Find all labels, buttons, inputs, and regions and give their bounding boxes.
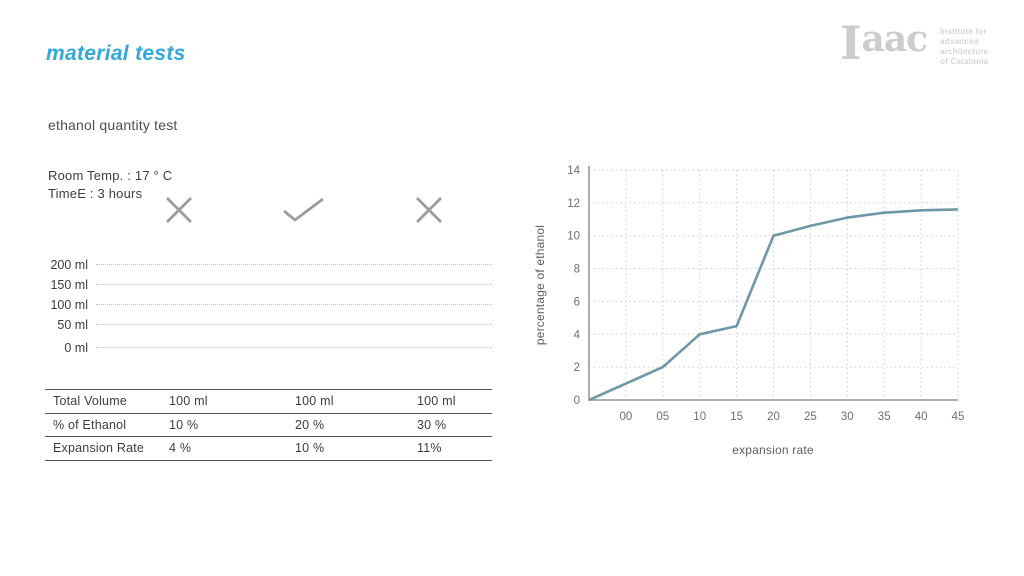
x-tick-label: 10 bbox=[693, 411, 706, 423]
row-label: % of Ethanol bbox=[53, 417, 127, 432]
x-axis-label: expansion rate bbox=[732, 443, 814, 457]
check-stroke bbox=[283, 197, 324, 222]
row-value: 30 % bbox=[417, 417, 447, 432]
scale-label: 0 ml bbox=[64, 341, 88, 355]
test-subtitle: ethanol quantity test bbox=[48, 117, 178, 133]
row-value: 100 ml bbox=[169, 394, 208, 408]
condition-time: TimeE : 3 hours bbox=[48, 186, 143, 201]
scale-leader-line bbox=[96, 264, 492, 265]
x-tick-label: 05 bbox=[656, 411, 669, 423]
logo-letter-i: I bbox=[840, 16, 862, 70]
chart-tick-labels: 0 2 4 6 8 10 12 14 00 05 10 15 20 25 30 35 40 45 bbox=[567, 165, 964, 423]
chart-data-line bbox=[588, 208, 959, 402]
x-tick-label: 25 bbox=[804, 411, 817, 423]
x-tick-label: 00 bbox=[620, 411, 633, 423]
y-tick-label: 14 bbox=[567, 165, 580, 177]
scale-leader-line bbox=[96, 304, 492, 305]
y-tick-label: 6 bbox=[574, 296, 580, 308]
fail-cross-icon bbox=[416, 197, 442, 223]
iaac-wordmark: I aac bbox=[840, 16, 929, 70]
row-value: 10 % bbox=[295, 441, 325, 455]
scale-label: 200 ml bbox=[50, 258, 88, 272]
y-tick-label: 0 bbox=[574, 395, 580, 407]
logo-tagline-line: advanced bbox=[940, 37, 979, 46]
logo-tagline-line: Institute for bbox=[940, 27, 987, 36]
y-tick-label: 12 bbox=[567, 198, 580, 210]
table-row: Expansion Rate 4 % 10 % 11% bbox=[45, 436, 492, 460]
fail-cross-icon bbox=[166, 197, 192, 223]
y-tick-label: 8 bbox=[574, 264, 580, 276]
logo-tagline-line: architecture bbox=[940, 47, 989, 56]
cross-stroke bbox=[416, 197, 442, 223]
x-tick-label: 15 bbox=[730, 411, 743, 423]
cross-stroke bbox=[166, 197, 192, 223]
row-value: 11% bbox=[417, 441, 442, 455]
chart-gridlines bbox=[589, 169, 959, 400]
x-tick-label: 40 bbox=[915, 411, 928, 423]
iaac-logo: I aac Institute for advanced architectur… bbox=[840, 20, 988, 67]
row-label: Expansion Rate bbox=[53, 441, 145, 455]
row-value: 4 % bbox=[169, 441, 192, 455]
row-value: 100 ml bbox=[295, 394, 334, 408]
scale-leader-line bbox=[96, 347, 492, 348]
y-axis-label: percentage of ethanol bbox=[533, 225, 547, 345]
scale-label: 150 ml bbox=[50, 278, 88, 292]
row-value: 100 ml bbox=[417, 394, 456, 408]
x-tick-label: 20 bbox=[767, 411, 780, 423]
page-title: material tests bbox=[46, 42, 186, 65]
condition-room-temp: Room Temp. : 17 ° C bbox=[48, 168, 173, 183]
table-row: Total Volume 100 ml 100 ml 100 ml bbox=[45, 389, 492, 413]
y-tick-label: 2 bbox=[574, 362, 580, 374]
row-value: 20 % bbox=[295, 417, 325, 432]
scale-label: 100 ml bbox=[50, 298, 88, 312]
results-table: Total Volume 100 ml 100 ml 100 ml % of Ethan… bbox=[45, 389, 492, 461]
logo-letters-aac: aac bbox=[861, 18, 929, 60]
row-label: Total Volume bbox=[53, 394, 127, 408]
x-tick-label: 35 bbox=[878, 411, 891, 423]
y-tick-label: 10 bbox=[567, 231, 580, 243]
y-tick-label: 4 bbox=[574, 329, 581, 341]
scale-leader-line bbox=[96, 284, 492, 285]
scale-label: 50 ml bbox=[57, 318, 88, 332]
x-tick-label: 45 bbox=[952, 411, 965, 423]
expansion-rate-chart: 0 2 4 6 8 10 12 14 00 05 10 15 20 25 30 35 40 45 expansio… bbox=[533, 165, 964, 457]
table-row: % of Ethanol 10 % 20 % 30 % bbox=[45, 412, 492, 437]
x-tick-label: 30 bbox=[841, 411, 854, 423]
logo-tagline-line: of Catalonia bbox=[940, 57, 989, 66]
row-value: 10 % bbox=[169, 417, 199, 432]
scale-leader-line bbox=[96, 324, 492, 325]
pass-check-icon bbox=[283, 197, 324, 222]
logo-tagline: Institute for advanced architecture of C… bbox=[940, 27, 988, 67]
